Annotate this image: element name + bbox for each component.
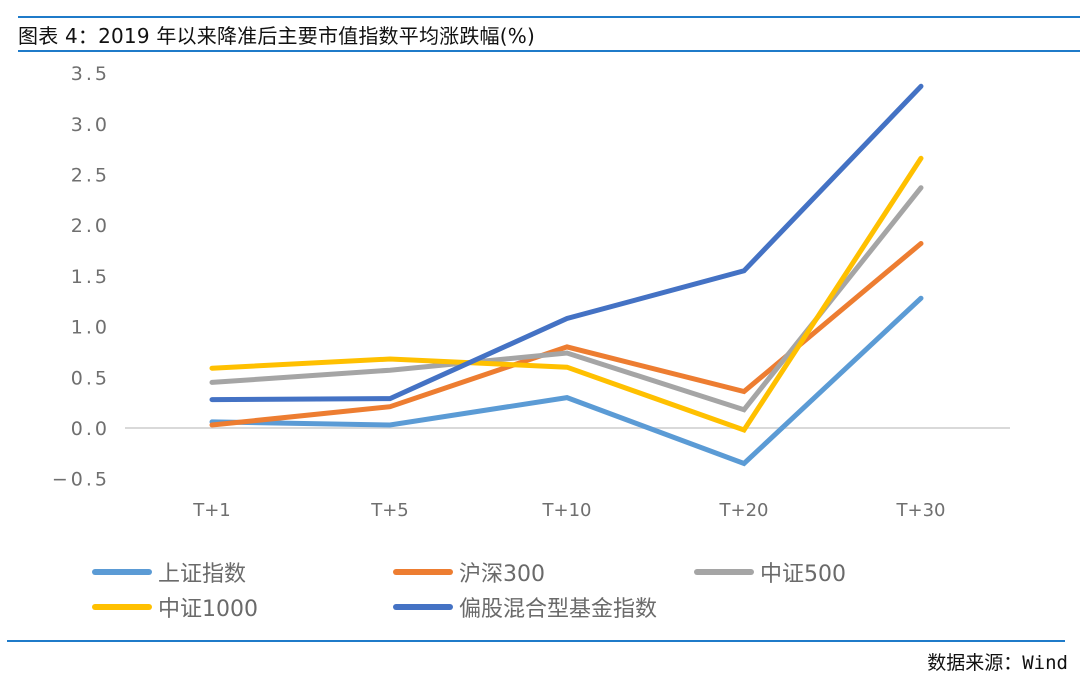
figure-title: 图表 4：2019 年以来降准后主要市值指数平均涨跌幅(%) xyxy=(18,24,535,48)
y-axis-ticks: 3.5 3.0 2.5 2.0 1.5 1.0 0.5 0.0 −0.5 xyxy=(52,63,110,491)
y-tick-label: 3.0 xyxy=(71,114,110,136)
legend-label: 偏股混合型基金指数 xyxy=(459,597,658,622)
y-tick-label: 2.0 xyxy=(71,215,110,237)
series-line xyxy=(209,295,924,467)
y-tick-label: 1.0 xyxy=(71,317,110,339)
legend-label: 上证指数 xyxy=(158,562,247,587)
x-tick-label: T+20 xyxy=(719,500,769,521)
legend-swatch xyxy=(393,569,453,575)
x-tick-label: T+30 xyxy=(896,500,946,521)
series-lines xyxy=(209,83,924,467)
series-line xyxy=(209,155,924,434)
y-tick-label: 3.5 xyxy=(71,63,110,85)
legend-swatch xyxy=(92,569,152,575)
y-tick-label: 0.0 xyxy=(71,418,110,440)
legend-swatch xyxy=(92,604,152,610)
legend-label: 中证1000 xyxy=(158,597,258,622)
bottom-rule xyxy=(7,640,1065,642)
title-underline xyxy=(18,50,1080,52)
legend-label: 沪深300 xyxy=(459,562,545,587)
series-line xyxy=(209,83,924,403)
legend-item: 中证500 xyxy=(694,557,846,587)
x-tick-label: T+10 xyxy=(542,500,592,521)
y-tick-label: 0.5 xyxy=(71,367,110,389)
x-axis-ticks: T+1 T+5 T+10 T+20 T+30 xyxy=(192,500,945,521)
legend-item: 偏股混合型基金指数 xyxy=(393,592,657,622)
legend-label: 中证500 xyxy=(760,562,846,587)
y-tick-label: −0.5 xyxy=(52,469,110,491)
legend-item: 上证指数 xyxy=(92,557,246,587)
legend-swatch xyxy=(393,604,453,610)
y-tick-label: 1.5 xyxy=(71,266,110,288)
legend-item: 沪深300 xyxy=(393,557,545,587)
x-tick-label: T+1 xyxy=(192,500,231,521)
legend-swatch xyxy=(694,569,754,575)
series-line xyxy=(209,185,924,413)
y-tick-label: 2.5 xyxy=(71,165,110,187)
data-source: 数据来源：Wind xyxy=(927,652,1068,674)
legend-item: 中证1000 xyxy=(92,592,258,622)
x-tick-label: T+5 xyxy=(370,500,409,521)
top-rule xyxy=(18,16,1080,18)
